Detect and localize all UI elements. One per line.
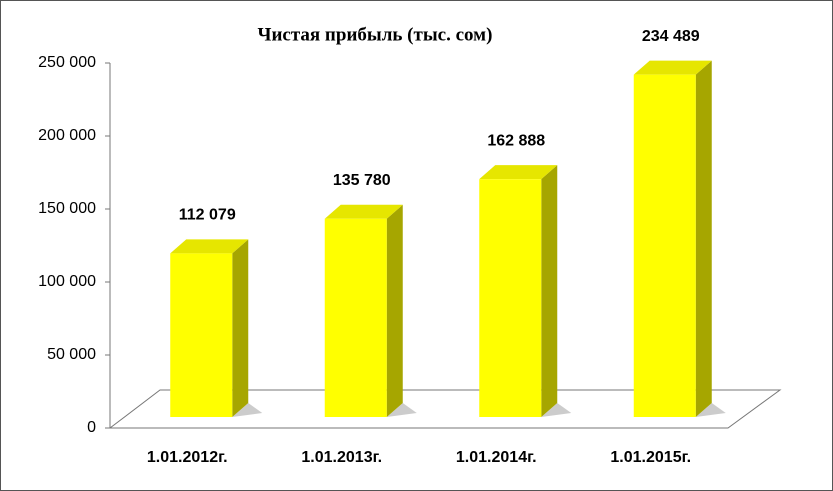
chart-title: Чистая прибыль (тыс. сом) <box>258 24 493 45</box>
y-tick-label: 50 000 <box>47 346 96 363</box>
bar-shadow <box>232 403 263 417</box>
bar <box>324 204 417 417</box>
bar-front <box>633 74 696 417</box>
floor <box>108 389 782 429</box>
bar-side <box>695 60 712 418</box>
bar-top <box>170 239 249 254</box>
y-tick-label: 0 <box>87 419 96 436</box>
bar-shadow <box>695 403 726 417</box>
y-tick-label: 150 000 <box>38 200 96 217</box>
value-label: 135 780 <box>333 172 391 189</box>
bar-front <box>170 253 233 417</box>
bar-top <box>324 204 403 219</box>
x-tick-label: 1.01.2012г. <box>147 449 228 466</box>
bar-front <box>479 179 542 417</box>
y-tick-label: 100 000 <box>38 273 96 290</box>
bar-side <box>386 204 403 417</box>
bar <box>170 239 263 417</box>
bar-side <box>541 165 558 417</box>
x-tick-label: 1.01.2015г. <box>610 449 691 466</box>
value-label: 162 888 <box>487 132 545 149</box>
y-tick-label: 250 000 <box>38 54 96 71</box>
y-tick-label: 200 000 <box>38 127 96 144</box>
value-label: 112 079 <box>179 207 236 224</box>
bar-top <box>633 60 712 75</box>
x-tick-label: 1.01.2013г. <box>301 449 382 466</box>
bar-top <box>479 165 558 180</box>
value-label: 234 489 <box>642 28 700 45</box>
bar <box>633 60 726 418</box>
bar-front <box>324 218 387 417</box>
bar <box>479 165 572 417</box>
bar-shadow <box>541 403 572 417</box>
x-tick-label: 1.01.2014г. <box>456 449 537 466</box>
bar-side <box>232 239 249 417</box>
bar-shadow <box>386 403 417 417</box>
